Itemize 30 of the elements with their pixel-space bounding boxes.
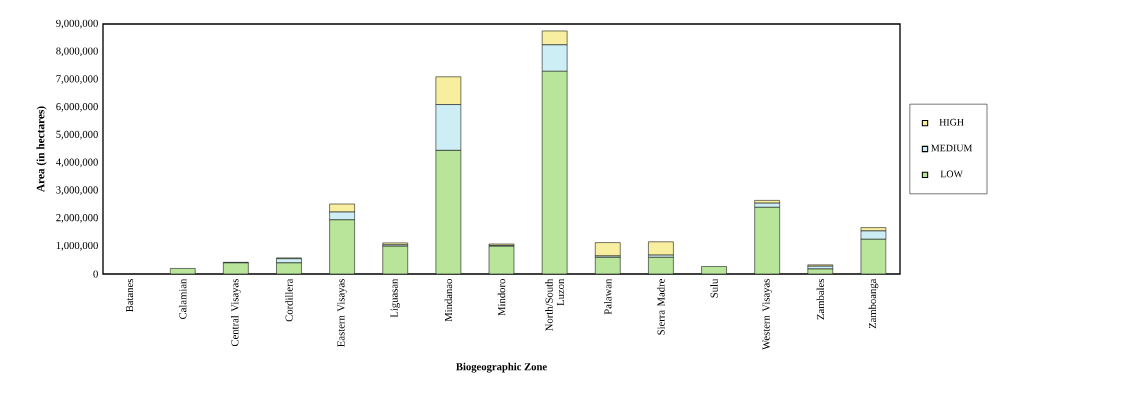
x-tick-label: Cordillera xyxy=(285,278,293,322)
legend-label: LOW xyxy=(940,170,963,178)
y-tick-label: 6,000,000 xyxy=(56,102,98,112)
x-axis-title: Biogeographic Zone xyxy=(456,362,547,373)
x-tick-label: Zambales xyxy=(816,279,825,320)
x-tick-label: Mindanao xyxy=(444,279,453,322)
y-tick-label: 4,000,000 xyxy=(56,158,98,168)
x-tick-label: Sulu xyxy=(710,278,718,298)
x-tick-label: Sierra Madre xyxy=(657,279,665,335)
x-tick-label: Calamian xyxy=(178,278,187,319)
y-tick-label: 0 xyxy=(93,270,98,278)
y-tick-label: 2,000,000 xyxy=(56,214,98,223)
y-axis-title: Area (in hectares) xyxy=(36,106,47,192)
legend-label: HIGH xyxy=(939,118,964,126)
y-tick-label: 7,000,000 xyxy=(56,75,98,84)
x-tick-label: Zamboanga xyxy=(868,278,879,329)
y-tick-label: 8,000,000 xyxy=(56,47,98,57)
x-tick-label: North/South Luzon xyxy=(545,278,565,331)
x-tick-label: Western Visayas xyxy=(762,279,772,350)
y-tick-label: 1,000,000 xyxy=(56,241,98,251)
y-tick-label: 5,000,000 xyxy=(56,130,98,140)
y-tick-label: 9,000,000 xyxy=(56,19,98,29)
y-tick-label: 3,000,000 xyxy=(56,186,98,196)
legend-label: MEDIUM xyxy=(931,144,973,152)
x-tick-label: Palawan xyxy=(604,278,612,315)
x-tick-label: Central Visayas xyxy=(231,279,241,347)
x-tick-label: Liguasan xyxy=(390,278,400,318)
x-tick-label: Batanes xyxy=(126,279,134,313)
x-tick-label: Eastern Visayas xyxy=(337,279,347,347)
x-tick-label: Mindoro xyxy=(497,279,506,316)
